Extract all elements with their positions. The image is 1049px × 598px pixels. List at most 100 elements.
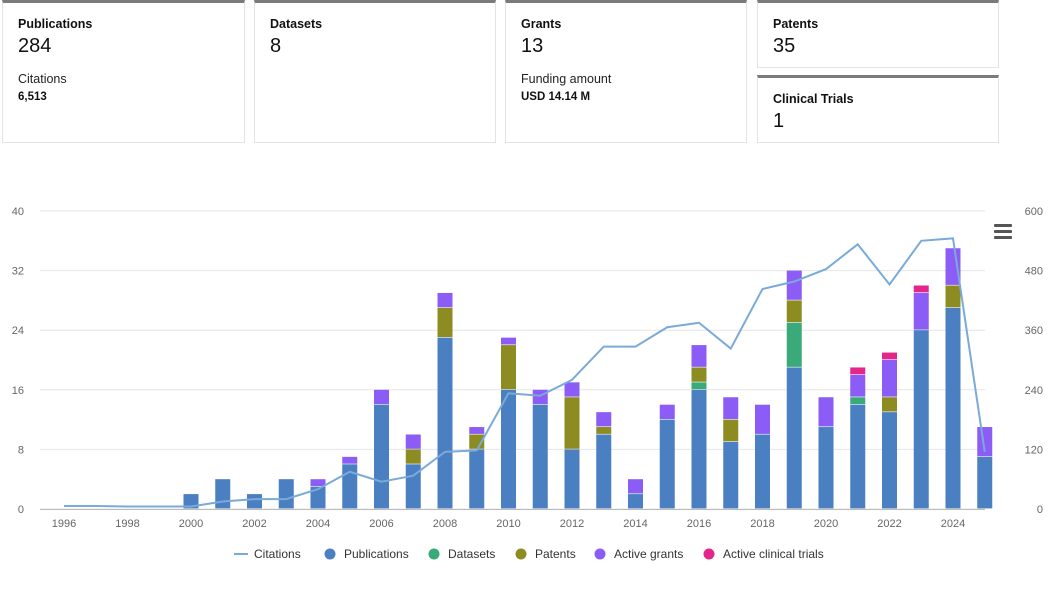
x-tick-label: 1996: [52, 518, 76, 530]
y-right-tick-label: 600: [1025, 206, 1043, 218]
bar-active-grants: [342, 456, 358, 464]
bar-active-grants: [691, 345, 707, 367]
bar-patents: [723, 419, 739, 442]
bar-active-grants: [882, 360, 897, 397]
y-left-tick-label: 40: [12, 206, 24, 218]
bar-publications: [374, 404, 389, 509]
y-left-tick-label: 32: [12, 266, 24, 278]
bar-active-grants: [755, 404, 770, 434]
legend-item-citations[interactable]: Citations: [234, 547, 301, 561]
bar-publications: [437, 337, 453, 509]
chart-bars: [183, 248, 993, 509]
legend-item-datasets[interactable]: Datasets: [428, 547, 496, 561]
grants-count: 13: [521, 35, 544, 57]
menu-bar: [994, 224, 1012, 227]
legend-item-patents[interactable]: Patents: [515, 547, 576, 561]
legend-dot-symbol: [324, 548, 336, 560]
bar-publications: [247, 494, 262, 509]
bar-active-clinical-trials: [882, 352, 897, 360]
bar-active-clinical-trials: [913, 285, 929, 293]
bar-publications: [278, 479, 294, 509]
x-tick-label: 2020: [814, 518, 838, 530]
legend-item-publications[interactable]: Publications: [324, 547, 409, 561]
x-tick-label: 2022: [877, 518, 901, 530]
datasets-label: Datasets: [270, 17, 323, 31]
bar-publications: [501, 389, 516, 509]
card-clinical-trials[interactable]: Clinical Trials 1: [757, 75, 999, 143]
x-tick-label: 2010: [496, 518, 520, 530]
bar-publications: [913, 330, 929, 509]
bar-publications: [469, 449, 485, 509]
bar-active-grants: [659, 404, 675, 419]
bar-publications: [596, 434, 612, 509]
bar-patents: [501, 345, 516, 390]
bar-active-grants: [596, 412, 612, 427]
card-publications[interactable]: Publications 284 Citations 6,513: [2, 0, 245, 143]
bar-publications: [977, 456, 993, 509]
citations-label: Citations: [18, 72, 67, 86]
x-tick-label: 2002: [242, 518, 266, 530]
x-tick-label: 2004: [306, 518, 330, 530]
bar-datasets: [691, 382, 707, 390]
bar-publications: [405, 464, 421, 509]
bar-publications: [786, 367, 802, 509]
card-patents[interactable]: Patents 35: [757, 0, 999, 68]
bar-datasets: [850, 397, 866, 405]
bar-active-grants: [977, 427, 993, 457]
clinical-trials-label: Clinical Trials: [773, 92, 854, 106]
x-tick-label: 2008: [433, 518, 457, 530]
patents-count: 35: [773, 35, 796, 57]
menu-bar: [994, 230, 1012, 233]
bar-active-grants: [850, 374, 866, 397]
x-tick-label: 2006: [369, 518, 393, 530]
datasets-count: 8: [270, 35, 282, 57]
bar-publications: [945, 307, 961, 509]
bar-active-grants: [469, 427, 485, 434]
y-left-tick-label: 16: [12, 385, 24, 397]
publications-count: 284: [18, 35, 52, 57]
bar-active-grants: [628, 479, 643, 494]
bar-active-grants: [374, 389, 389, 405]
legend-label: Active grants: [614, 547, 683, 561]
bar-patents: [945, 285, 961, 308]
y-right-tick-label: 120: [1025, 444, 1043, 456]
bar-active-grants: [818, 397, 834, 427]
legend-dot-symbol: [515, 548, 527, 560]
hamburger-menu-icon[interactable]: [994, 224, 1012, 239]
grants-label: Grants: [521, 17, 562, 31]
bar-active-clinical-trials: [850, 367, 866, 375]
bar-publications: [755, 434, 770, 509]
x-tick-label: 2012: [560, 518, 584, 530]
bar-active-grants: [564, 382, 580, 397]
bar-publications: [850, 404, 866, 509]
funding-amount-value: USD 14.14 M: [521, 91, 591, 103]
legend-dot-symbol: [594, 548, 606, 560]
bar-active-grants: [310, 479, 326, 487]
legend-item-active-clinical-trials[interactable]: Active clinical trials: [703, 547, 824, 561]
bar-active-grants: [913, 292, 929, 330]
y-left-tick-label: 0: [18, 504, 24, 516]
bar-publications: [342, 464, 358, 509]
funding-amount-label: Funding amount: [521, 72, 612, 86]
x-tick-label: 2014: [623, 518, 647, 530]
research-output-chart: 0 8 16 24 32 40 0 120 240 360 480 600 1996 1998 2000…: [12, 206, 1043, 561]
bar-active-grants: [723, 397, 739, 419]
bar-active-grants: [532, 389, 548, 405]
legend-item-active-grants[interactable]: Active grants: [594, 547, 684, 561]
legend-dot-symbol: [428, 548, 440, 560]
bar-patents: [596, 427, 612, 434]
legend-label: Patents: [535, 547, 576, 561]
bar-patents: [564, 397, 580, 449]
x-tick-label: 2016: [687, 518, 711, 530]
citations-count: 6,513: [18, 91, 47, 103]
y-left-tick-label: 8: [18, 444, 24, 456]
y-right-tick-label: 0: [1037, 504, 1043, 516]
card-grants[interactable]: Grants 13 Funding amount USD 14.14 M: [505, 0, 747, 143]
bar-publications: [723, 441, 739, 509]
bar-publications: [628, 494, 643, 509]
publications-label: Publications: [18, 17, 93, 31]
legend-label: Datasets: [448, 547, 495, 561]
bar-patents: [405, 449, 421, 464]
card-datasets[interactable]: Datasets 8: [254, 0, 496, 143]
bar-patents: [882, 397, 897, 412]
